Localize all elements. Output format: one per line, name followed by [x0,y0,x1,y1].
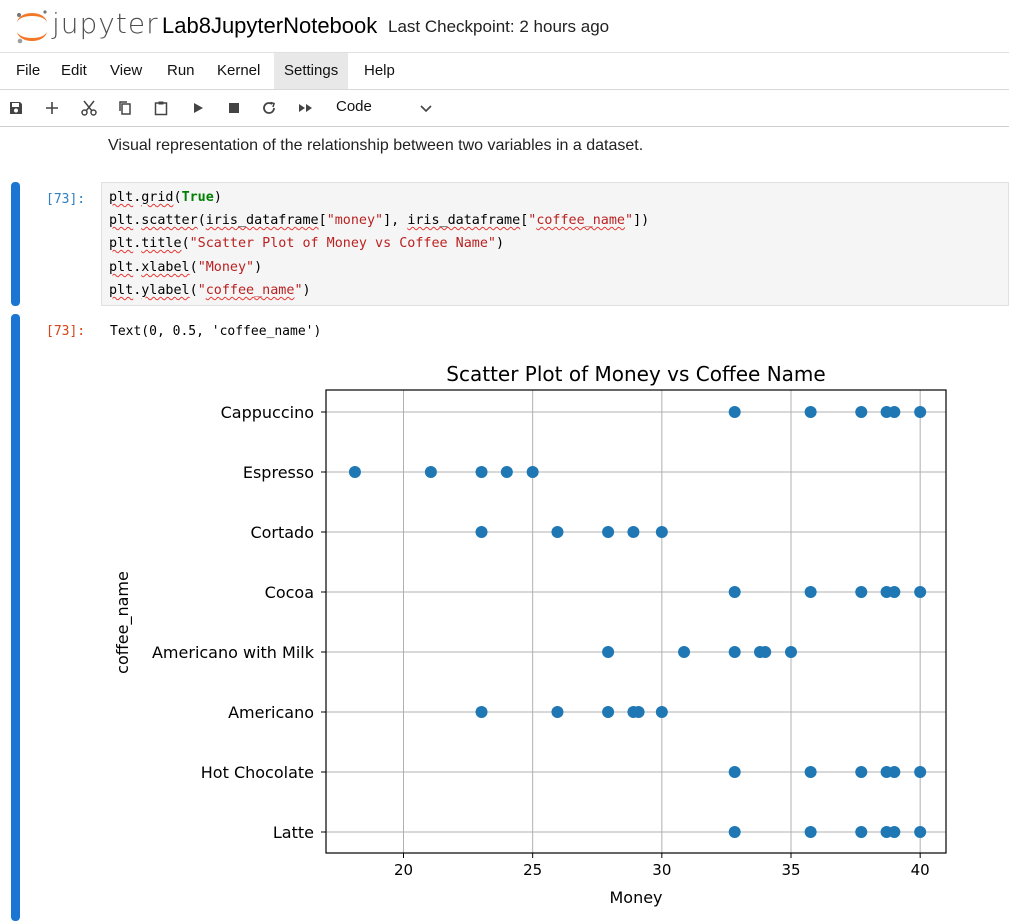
menu-edit[interactable]: Edit [61,62,87,79]
code-line-3: plt.title("Scatter Plot of Money vs Coff… [109,236,505,251]
data-point [888,826,901,838]
code-line-2: plt.scatter(iris_dataframe["money"], iri… [109,213,650,228]
x-tick-label: 25 [523,861,542,879]
output-prompt: [73]: [46,324,86,339]
data-point [914,406,927,418]
y-tick-label: Americano [228,703,314,722]
toolbar: Code [0,90,1009,127]
cell-type-select[interactable]: Code [336,98,372,115]
paste-icon[interactable] [150,97,172,119]
plot-frame [325,389,947,854]
data-point [804,766,817,778]
data-point [602,526,615,538]
x-tick-label: 20 [394,861,413,879]
fast-forward-icon[interactable] [295,97,317,119]
stop-icon[interactable] [223,97,245,119]
output-collapser[interactable] [11,314,20,921]
scatter-plot: 20 25 30 35 40 Latte Hot Chocolate Americano Ame… [113,362,947,907]
data-point [804,586,817,598]
data-point [728,406,741,418]
data-point [855,826,868,838]
data-point [728,646,741,658]
x-tick-label: 35 [781,861,800,879]
x-tick-label: 30 [652,861,671,879]
data-point [475,706,488,718]
data-point [855,766,868,778]
data-point [475,466,488,478]
x-tick-label: 40 [911,861,930,879]
data-point [804,826,817,838]
data-point [728,766,741,778]
data-point [500,466,513,478]
cut-icon[interactable] [78,97,100,119]
chart-title: Scatter Plot of Money vs Coffee Name [446,362,825,386]
x-axis-label: Money [609,888,662,907]
menu-help[interactable]: Help [364,62,395,79]
jupyter-logo-icon[interactable] [12,6,52,46]
data-point [678,646,691,658]
data-point [551,526,564,538]
y-tick-label: Americano with Milk [152,643,315,662]
chevron-down-icon[interactable] [418,100,434,116]
input-prompt: [73]: [46,192,86,207]
code-line-1: plt.grid(True) [109,190,222,205]
checkpoint-status: Last Checkpoint: 2 hours ago [388,17,610,36]
output-text: Text(0, 0.5, 'coffee_name') [110,324,322,339]
data-point [804,406,817,418]
restart-icon[interactable] [258,97,280,119]
menu-kernel[interactable]: Kernel [217,62,261,79]
data-point [475,526,488,538]
input-collapser[interactable] [11,182,20,306]
data-point [655,706,668,718]
y-tick-label: Hot Chocolate [201,763,314,782]
menu-bar: File Edit View Run Kernel Settings Help [0,53,1009,90]
y-tick-label: Cappuccino [221,403,314,422]
menu-view[interactable]: View [110,62,143,79]
data-point [888,766,901,778]
data-point [888,406,901,418]
data-point [348,466,361,478]
data-point [759,646,772,658]
data-point [855,586,868,598]
data-point [526,466,539,478]
markdown-cell-text: Visual representation of the relationshi… [108,137,644,154]
top-bar: jupyter Lab8JupyterNotebook Last Checkpo… [0,0,1009,53]
jupyter-brand[interactable]: jupyter [52,7,159,40]
data-point [655,526,668,538]
data-point [602,646,615,658]
data-point [728,586,741,598]
menu-file[interactable]: File [16,62,41,79]
run-icon[interactable] [187,97,209,119]
menu-run[interactable]: Run [167,62,195,79]
data-point [551,706,564,718]
y-tick-label: Cortado [250,523,314,542]
data-point [888,586,901,598]
data-point [785,646,797,658]
notebook-title[interactable]: Lab8JupyterNotebook [162,13,378,38]
data-point [855,406,868,418]
menu-settings[interactable]: Settings [274,53,349,89]
add-cell-icon[interactable] [41,97,63,119]
save-icon[interactable] [5,97,27,119]
copy-icon[interactable] [114,97,136,119]
code-editor[interactable]: plt.grid(True) plt.scatter(iris_datafram… [101,182,1009,306]
y-axis-label: coffee_name [113,571,133,674]
data-point [632,706,645,718]
data-point [627,526,640,538]
data-point [728,826,741,838]
y-tick-label: Latte [273,823,314,842]
y-tick-label: Cocoa [265,583,314,602]
data-point [914,586,927,598]
y-tick-label: Espresso [243,463,314,482]
data-point [424,466,437,478]
code-line-4: plt.xlabel("Money") [109,260,263,275]
data-point [914,826,927,838]
code-line-5: plt.ylabel("coffee_name") [109,283,311,298]
data-point [914,766,927,778]
data-point [602,706,615,718]
